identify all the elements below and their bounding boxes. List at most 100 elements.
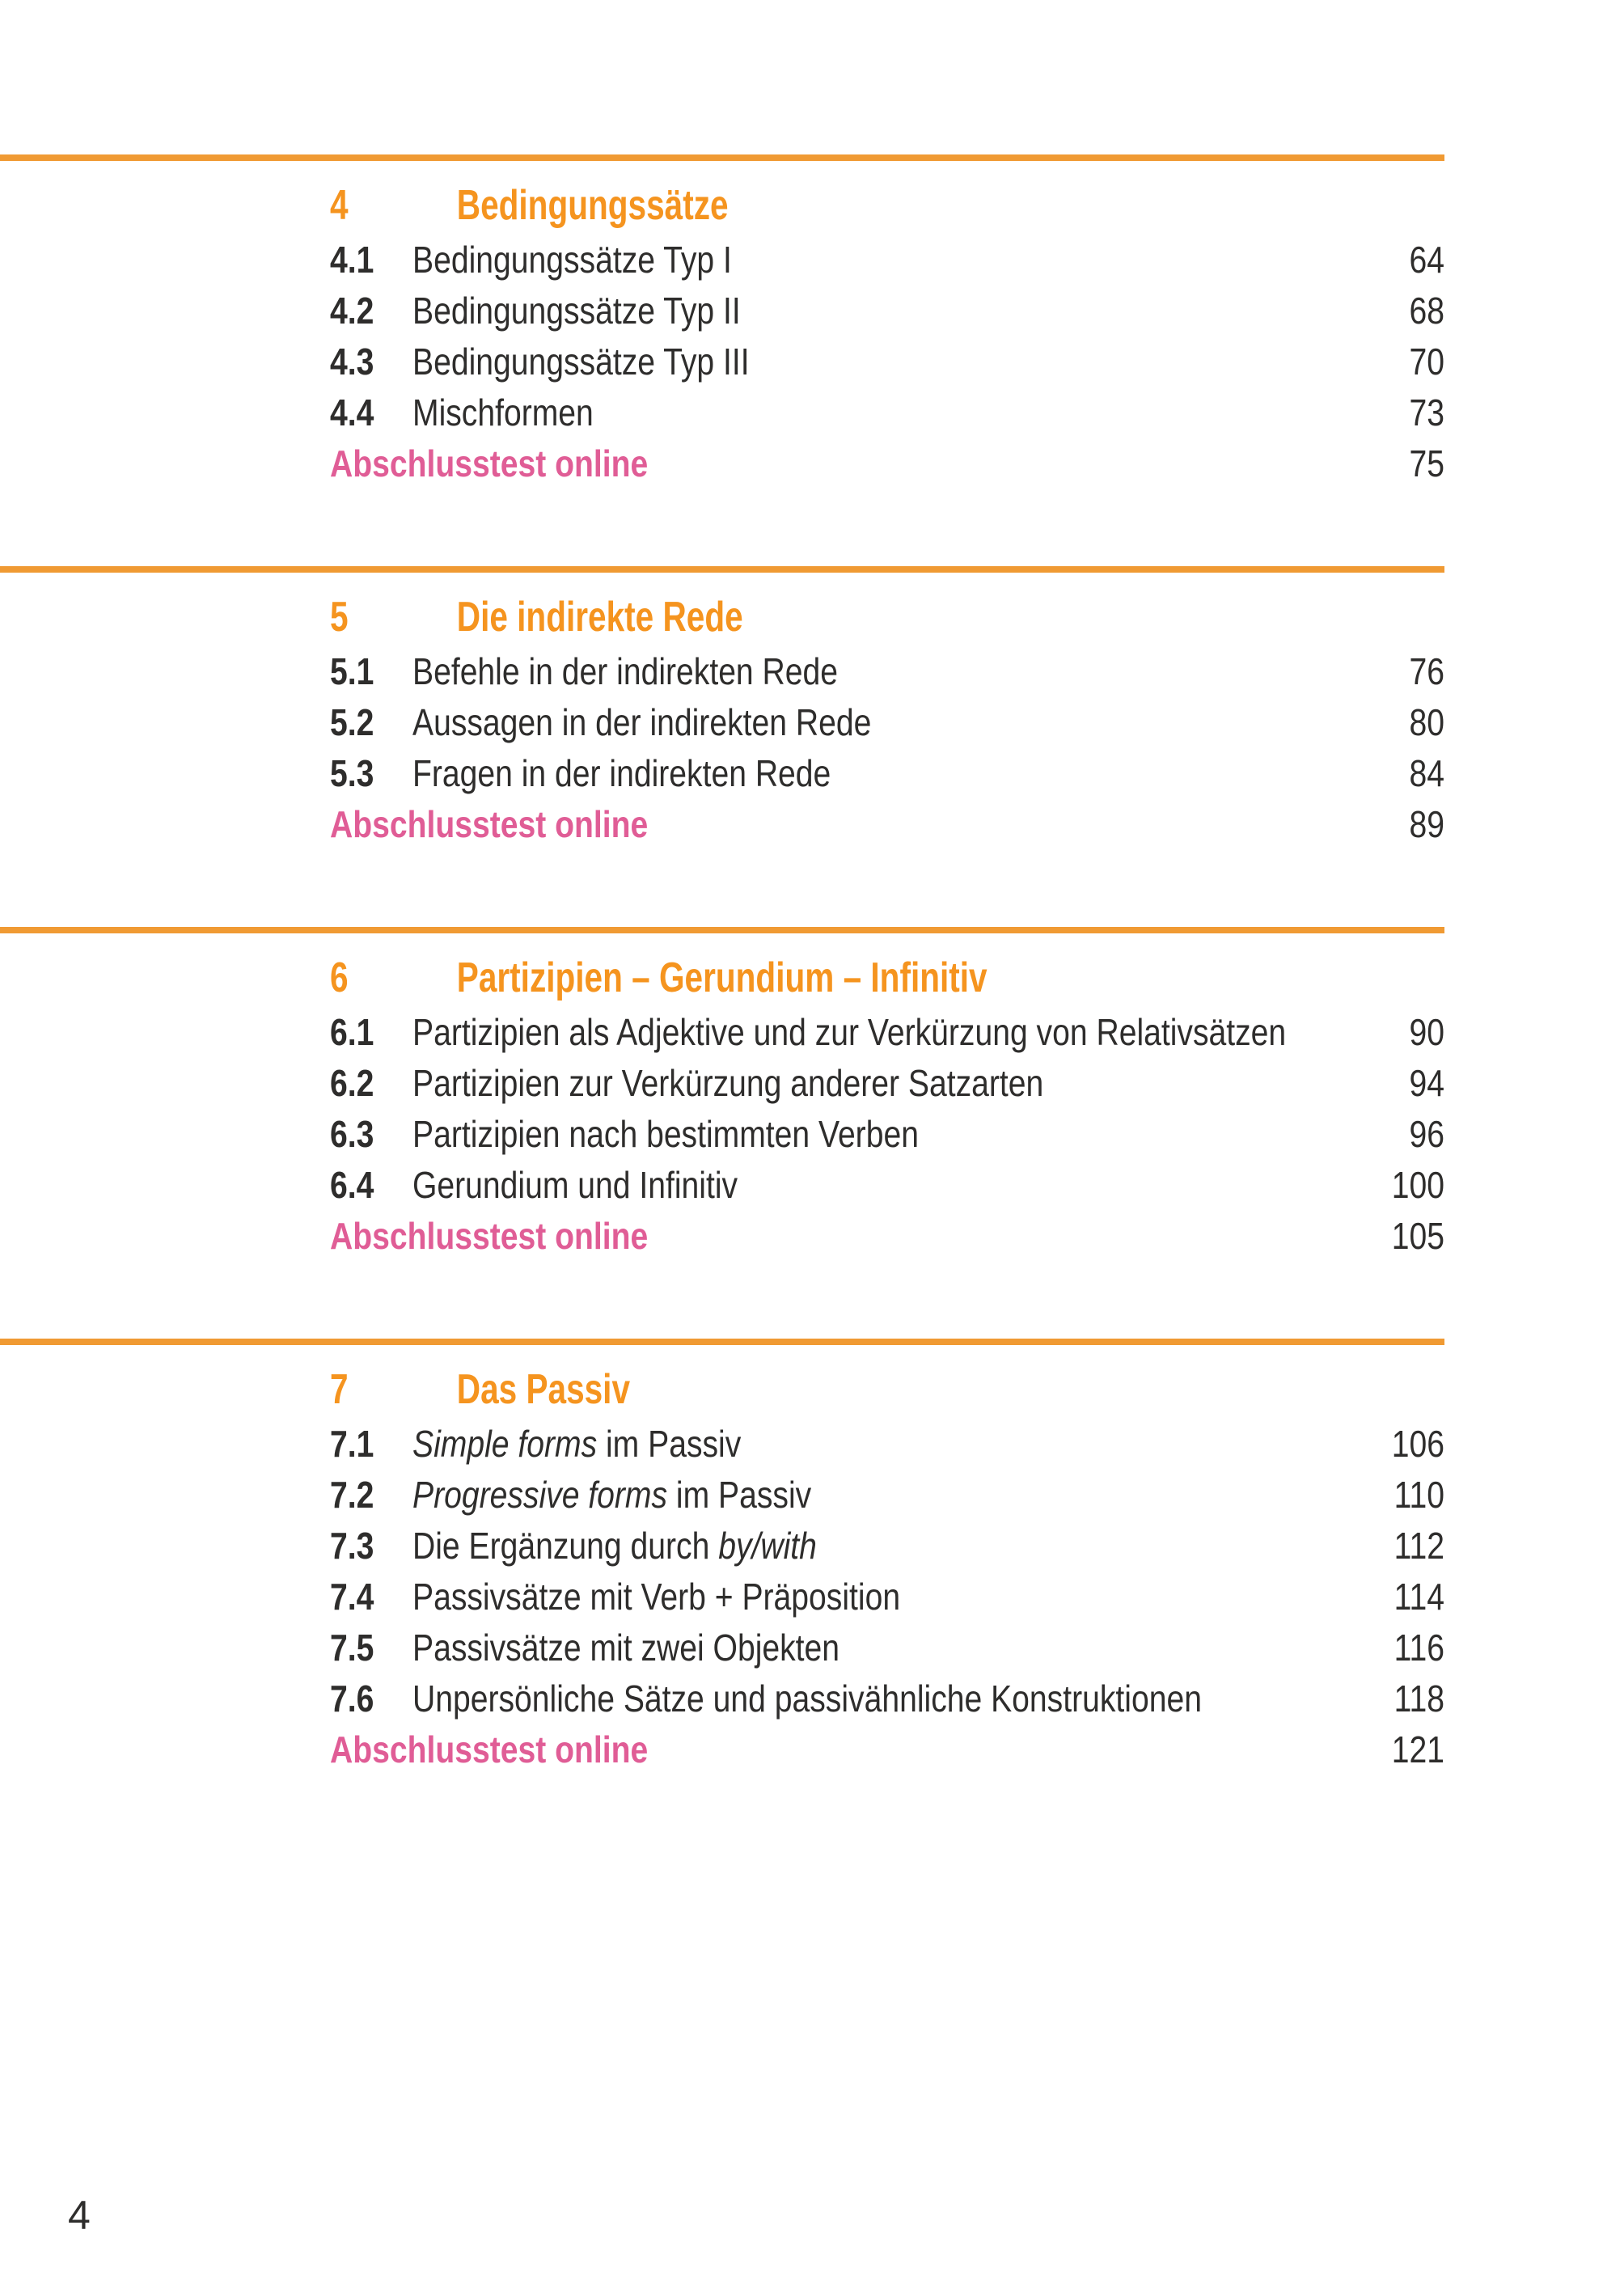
final-test-main: Abschlusstest online — [330, 1214, 1202, 1258]
toc-row-main: 6.3 Partizipien nach bestimmten Verben — [330, 1112, 1202, 1156]
item-title: Simple forms im Passiv — [412, 1422, 741, 1466]
item-number: 6.3 — [330, 1112, 374, 1155]
section-number: 5 — [330, 594, 349, 641]
item-number: 6.1 — [330, 1010, 374, 1053]
section-entries: 6.1 Partizipien als Adjektive und zur Ver… — [0, 1006, 1444, 1261]
toc-row-main: 7.2 Progressive forms im Passiv — [330, 1473, 1202, 1517]
final-test-label: Abschlusstest online — [330, 1728, 649, 1771]
section-title: Bedingungssätze — [456, 182, 729, 229]
item-title-segment: Simple forms — [412, 1422, 598, 1465]
toc-section: 5 Die indirekte Rede 5.1 Befehle in der ind… — [0, 566, 1444, 849]
item-title-segment: Unpersönliche Sätze und passivähnliche K… — [412, 1677, 1202, 1720]
item-title-segment: Progressive forms — [412, 1473, 668, 1516]
toc-row-main: 6.1 Partizipien als Adjektive und zur Ver… — [330, 1010, 1286, 1054]
item-page-number: 68 — [1409, 289, 1444, 332]
item-title-segment: by/with — [718, 1524, 817, 1567]
item-title: Passivsätze mit zwei Objekten — [412, 1626, 839, 1669]
item-number: 4.3 — [330, 340, 374, 383]
final-test-main: Abschlusstest online — [330, 442, 1202, 485]
item-title-segment: Fragen in der indirekten Rede — [412, 751, 831, 794]
item-title: Bedingungssätze Typ II — [412, 289, 741, 332]
final-test-label: Abschlusstest online — [330, 802, 649, 845]
final-test-row: Abschlusstest online 75 — [330, 438, 1444, 489]
toc-row: 5.3 Fragen in der indirekten Rede 84 — [330, 747, 1444, 798]
item-page-number: 114 — [1394, 1575, 1444, 1618]
section-title: Das Passiv — [456, 1366, 631, 1413]
toc: 4 Bedingungssätze 4.1 Bedingungssätze Typ I… — [0, 154, 1444, 1852]
section-number: 7 — [330, 1366, 349, 1413]
section-heading: 5 Die indirekte Rede — [330, 594, 1199, 641]
toc-row-main: 5.2 Aussagen in der indirekten Rede — [330, 700, 1202, 744]
item-title-segment: Partizipien zur Verkürzung anderer Satza… — [412, 1061, 1044, 1104]
item-page-number: 118 — [1394, 1677, 1444, 1720]
final-test-page-number: 121 — [1391, 1728, 1444, 1771]
item-number: 4.1 — [330, 238, 374, 281]
toc-row: 7.3 Die Ergänzung durch by/with 112 — [330, 1520, 1444, 1571]
toc-row-main: 4.4 Mischformen — [330, 391, 1202, 434]
toc-row: 7.4 Passivsätze mit Verb + Präposition 114 — [330, 1571, 1444, 1622]
item-number: 7.5 — [330, 1626, 374, 1669]
toc-row-main: 5.3 Fragen in der indirekten Rede — [330, 751, 1202, 795]
toc-row: 4.3 Bedingungssätze Typ III 70 — [330, 336, 1444, 387]
toc-section: 6 Partizipien – Gerundium – Infinitiv 6.1 P… — [0, 927, 1444, 1261]
item-number: 5.3 — [330, 751, 374, 794]
toc-row-main: 7.5 Passivsätze mit zwei Objekten — [330, 1626, 1202, 1669]
toc-row-main: 5.1 Befehle in der indirekten Rede — [330, 649, 1202, 693]
item-page-number: 90 — [1409, 1010, 1444, 1053]
toc-row-main: 6.2 Partizipien zur Verkürzung anderer Sa… — [330, 1061, 1202, 1105]
toc-row: 6.4 Gerundium und Infinitiv 100 — [330, 1159, 1444, 1210]
item-title-segment: Mischformen — [412, 391, 594, 434]
item-title-segment: im Passiv — [667, 1473, 812, 1516]
item-title-segment: Passivsätze mit Verb + Präposition — [412, 1575, 901, 1618]
section-title: Partizipien – Gerundium – Infinitiv — [456, 954, 988, 1001]
item-title-segment: im Passiv — [597, 1422, 742, 1465]
item-title-segment: Partizipien nach bestimmten Verben — [412, 1112, 919, 1155]
toc-row: 7.2 Progressive forms im Passiv 110 — [330, 1469, 1444, 1520]
item-number: 7.1 — [330, 1422, 374, 1465]
item-title: Progressive forms im Passiv — [412, 1473, 811, 1517]
item-title-segment: Gerundium und Infinitiv — [412, 1163, 738, 1206]
item-number: 6.2 — [330, 1061, 374, 1104]
final-test-page-number: 105 — [1391, 1214, 1444, 1257]
item-page-number: 76 — [1409, 649, 1444, 692]
section-entries: 7.1 Simple forms im Passiv 106 7.2 Progressi… — [0, 1418, 1444, 1775]
toc-section: 7 Das Passiv 7.1 Simple forms im Passiv 106 7… — [0, 1339, 1444, 1775]
section-divider-rule — [0, 927, 1444, 933]
toc-row: 6.1 Partizipien als Adjektive und zur Ver… — [330, 1006, 1444, 1057]
toc-row-main: 6.4 Gerundium und Infinitiv — [330, 1163, 1202, 1207]
item-title: Partizipien zur Verkürzung anderer Satza… — [412, 1061, 1043, 1105]
final-test-main: Abschlusstest online — [330, 1728, 1202, 1771]
item-title: Befehle in der indirekten Rede — [412, 649, 838, 693]
item-title: Mischformen — [412, 391, 594, 434]
toc-row: 5.1 Befehle in der indirekten Rede 76 — [330, 645, 1444, 696]
section-divider-rule — [0, 566, 1444, 573]
toc-row-main: 7.4 Passivsätze mit Verb + Präposition — [330, 1575, 1202, 1618]
item-title-segment: Passivsätze mit zwei Objekten — [412, 1626, 840, 1669]
item-page-number: 70 — [1409, 340, 1444, 383]
item-number: 7.3 — [330, 1524, 374, 1567]
item-number: 6.4 — [330, 1163, 374, 1206]
section-heading: 7 Das Passiv — [330, 1366, 1199, 1413]
section-heading: 6 Partizipien – Gerundium – Infinitiv — [330, 954, 1199, 1001]
item-page-number: 80 — [1409, 700, 1444, 743]
final-test-label: Abschlusstest online — [330, 442, 649, 484]
final-test-row: Abschlusstest online 121 — [330, 1724, 1444, 1775]
item-page-number: 112 — [1394, 1524, 1444, 1567]
item-number: 7.6 — [330, 1677, 374, 1720]
toc-row: 4.1 Bedingungssätze Typ I 64 — [330, 234, 1444, 285]
section-divider-rule — [0, 154, 1444, 161]
item-title: Partizipien nach bestimmten Verben — [412, 1112, 919, 1156]
item-page-number: 94 — [1409, 1061, 1444, 1104]
item-title-segment: Die Ergänzung durch — [412, 1524, 719, 1567]
item-title-segment: Befehle in der indirekten Rede — [412, 649, 839, 692]
section-number: 6 — [330, 954, 349, 1001]
section-number: 4 — [330, 182, 349, 229]
item-number: 4.4 — [330, 391, 374, 434]
toc-row: 7.1 Simple forms im Passiv 106 — [330, 1418, 1444, 1469]
item-title: Gerundium und Infinitiv — [412, 1163, 738, 1207]
item-title: Partizipien als Adjektive und zur Verkür… — [412, 1010, 1286, 1054]
toc-section: 4 Bedingungssätze 4.1 Bedingungssätze Typ I… — [0, 154, 1444, 489]
toc-row: 4.4 Mischformen 73 — [330, 387, 1444, 438]
final-test-row: Abschlusstest online 89 — [330, 798, 1444, 849]
toc-row: 4.2 Bedingungssätze Typ II 68 — [330, 285, 1444, 336]
